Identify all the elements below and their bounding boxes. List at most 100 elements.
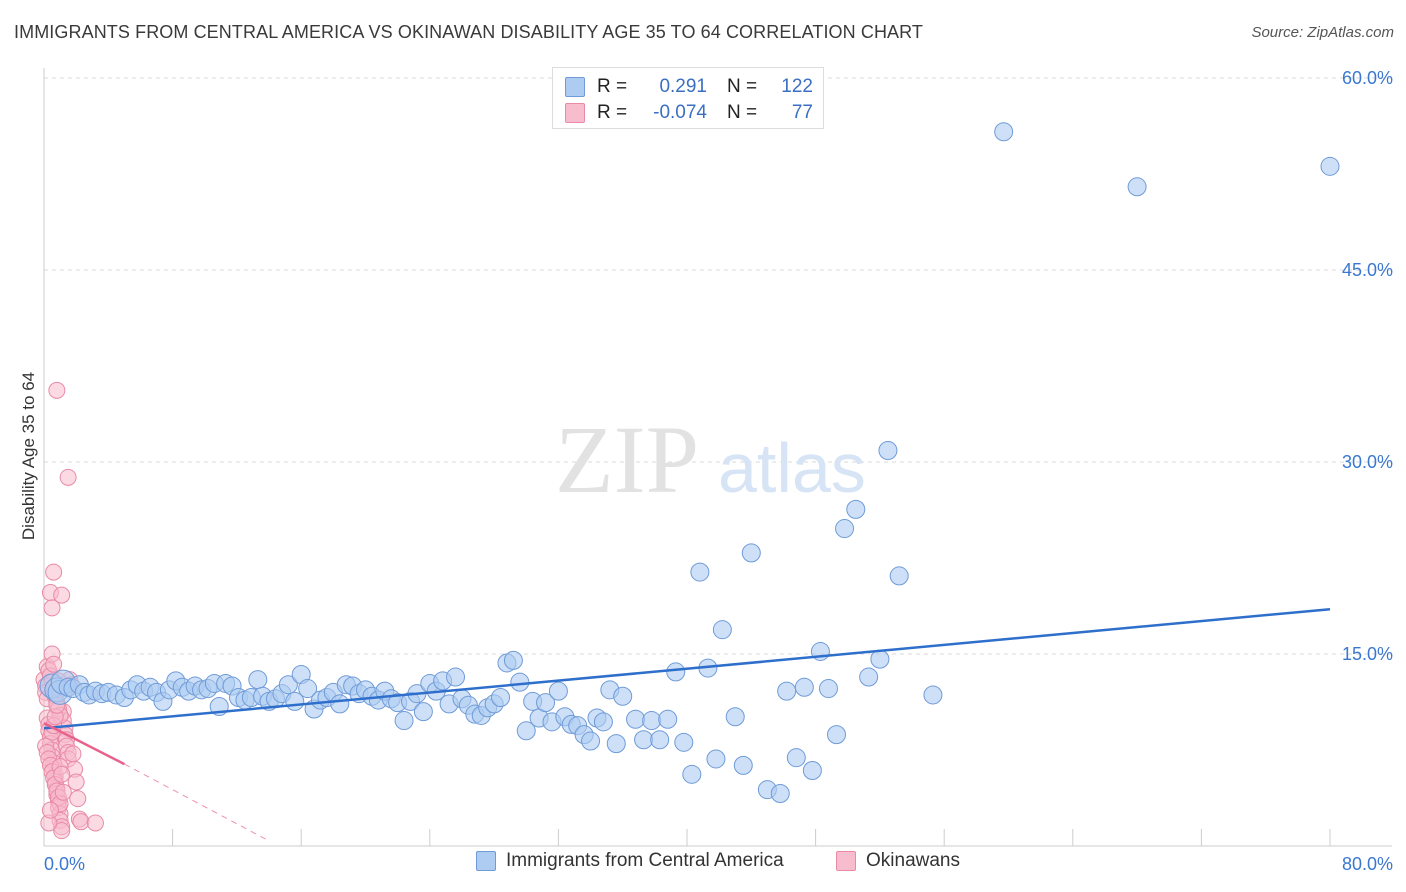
central-america-point	[330, 694, 350, 714]
legend-r-label: R =	[597, 76, 628, 97]
central-america-point	[818, 679, 838, 699]
legend-item-okinawans[interactable]: Okinawans	[836, 850, 960, 872]
okinawans-point	[53, 765, 71, 783]
central-america-point	[248, 670, 268, 690]
central-america-point	[777, 681, 797, 701]
okinawans-point	[45, 655, 63, 673]
central-america-point	[634, 730, 654, 750]
source-credit: Source: ZipAtlas.com	[1251, 24, 1394, 41]
correlation-legend: R = 0.291 N = 122 R = -0.074 N = 77	[552, 67, 824, 129]
okinawans-point	[48, 381, 66, 399]
central-america-point	[278, 675, 298, 695]
okinawans-point	[59, 468, 77, 486]
central-america-point	[413, 702, 433, 722]
central-america-point	[503, 650, 523, 670]
watermark: ZIP atlas	[555, 406, 866, 513]
central-america-point	[1320, 156, 1340, 176]
legend-label: Okinawans	[866, 850, 960, 871]
okinawans-point	[43, 599, 61, 617]
central-america-point	[725, 707, 745, 727]
watermark-atlas: atlas	[718, 429, 866, 507]
y-tick-label: 60.0%	[1342, 68, 1393, 88]
legend-item-central-america[interactable]: Immigrants from Central America	[476, 850, 784, 872]
central-america-point	[613, 686, 633, 706]
legend-n-value: 122	[781, 76, 813, 97]
central-america-point	[666, 662, 686, 682]
central-america-point	[491, 688, 511, 708]
legend-swatch-pink	[836, 851, 856, 871]
y-axis-label: Disability Age 35 to 64	[19, 372, 38, 540]
y-tick-label: 45.0%	[1342, 260, 1393, 280]
central-america-point	[846, 499, 866, 519]
central-america-point	[298, 679, 318, 699]
central-america-point	[706, 749, 726, 769]
central-america-point	[446, 667, 466, 687]
legend-swatch-pink	[565, 103, 585, 123]
trend-lines	[43, 607, 1331, 842]
central-america-point	[870, 649, 890, 669]
legend-row-okinawans: R = -0.074 N = 77	[565, 100, 813, 126]
legend-r-value: 0.291	[659, 76, 707, 97]
okinawans-point	[69, 790, 87, 808]
series-legend: Immigrants from Central America Okinawan…	[0, 850, 1406, 880]
legend-n-label: N =	[727, 102, 758, 123]
central-america-point	[859, 667, 879, 687]
central-america-point	[650, 730, 670, 750]
central-america-point	[923, 685, 943, 705]
legend-swatch-blue	[565, 77, 585, 97]
central-america-point	[536, 693, 556, 713]
okinawans-point	[53, 586, 71, 604]
central-america-point	[690, 562, 710, 582]
legend-row-central-america: R = 0.291 N = 122	[565, 74, 813, 100]
legend-n-label: N =	[727, 76, 758, 97]
central-america-point	[682, 764, 702, 784]
y-tick-label: 30.0%	[1342, 452, 1393, 472]
central-america-point	[826, 725, 846, 745]
central-america-point	[606, 734, 626, 754]
x-tick-label: 0.0%	[44, 854, 85, 874]
okinawans-point	[53, 822, 71, 840]
okinawans-point	[54, 783, 72, 801]
okinawans-trend-line	[43, 722, 125, 766]
okinawans-point	[41, 801, 59, 819]
okinawans-point	[86, 814, 104, 832]
central-america-point	[642, 711, 662, 731]
y-tick-label: 15.0%	[1342, 644, 1393, 664]
okinawans-point	[64, 745, 82, 763]
central-america-point	[733, 755, 753, 775]
central-america-point	[548, 681, 568, 701]
okinawans-trend-extension	[124, 763, 270, 842]
central-america-point	[994, 122, 1014, 142]
central-america-point	[394, 711, 414, 731]
legend-r-value: -0.074	[653, 102, 707, 123]
legend-swatch-blue	[476, 851, 496, 871]
central-america-point	[658, 709, 678, 729]
central-america-point	[593, 712, 613, 732]
chart-title: IMMIGRANTS FROM CENTRAL AMERICA VS OKINA…	[14, 22, 924, 42]
central-america-point	[786, 748, 806, 768]
central-america-point	[516, 721, 536, 741]
gridlines	[44, 77, 1392, 655]
central-america-point	[802, 760, 822, 780]
central-america-point	[581, 731, 601, 751]
central-america-points	[39, 122, 1340, 804]
watermark-zip: ZIP	[555, 406, 699, 513]
central-america-point	[626, 709, 646, 729]
central-america-point	[712, 620, 732, 640]
x-tick-label: 80.0%	[1342, 854, 1393, 874]
central-america-point	[674, 732, 694, 752]
central-america-point	[741, 543, 761, 563]
okinawans-point	[67, 773, 85, 791]
central-america-point	[835, 519, 855, 539]
central-america-point	[1127, 177, 1147, 197]
okinawans-points	[35, 381, 104, 840]
central-america-point	[889, 566, 909, 586]
legend-r-label: R =	[597, 102, 628, 123]
legend-label: Immigrants from Central America	[506, 850, 784, 871]
okinawans-point	[72, 813, 90, 831]
tick-labels: 15.0% 30.0% 45.0% 60.0% 0.0% 80.0%	[44, 68, 1393, 874]
legend-n-value: 77	[791, 102, 813, 123]
central-america-trend-line	[43, 607, 1331, 730]
central-america-point	[510, 672, 530, 692]
